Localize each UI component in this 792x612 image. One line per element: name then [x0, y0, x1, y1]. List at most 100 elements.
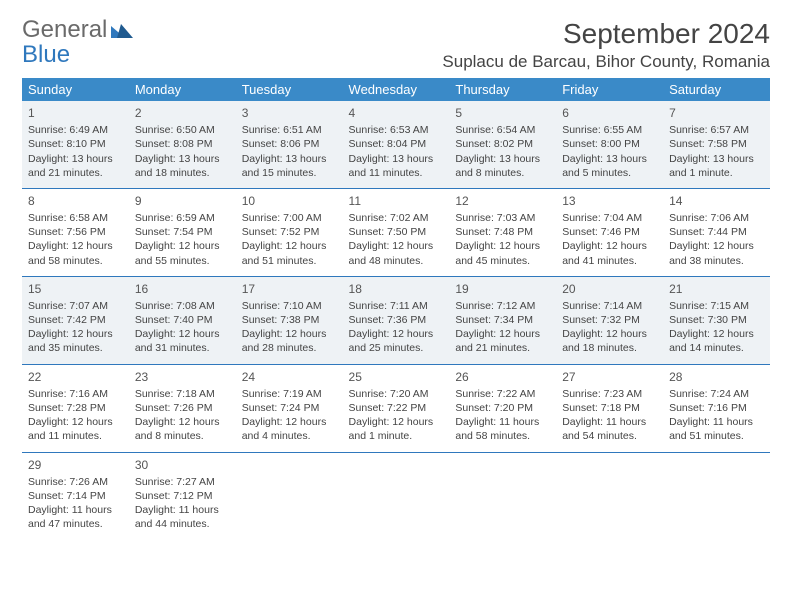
sunset-line: Sunset: 7:36 PM	[349, 313, 444, 327]
daylight-line: Daylight: 11 hours and 47 minutes.	[28, 503, 123, 531]
calendar-day-cell: 22Sunrise: 7:16 AMSunset: 7:28 PMDayligh…	[22, 364, 129, 452]
day-number: 26	[455, 369, 550, 385]
day-number: 18	[349, 281, 444, 297]
daylight-line: Daylight: 13 hours and 11 minutes.	[349, 152, 444, 180]
sunrise-line: Sunrise: 6:53 AM	[349, 123, 444, 137]
sunset-line: Sunset: 8:00 PM	[562, 137, 657, 151]
calendar-day-cell: 30Sunrise: 7:27 AMSunset: 7:12 PMDayligh…	[129, 452, 236, 539]
sunset-line: Sunset: 7:32 PM	[562, 313, 657, 327]
sunset-line: Sunset: 7:56 PM	[28, 225, 123, 239]
sunset-line: Sunset: 7:48 PM	[455, 225, 550, 239]
calendar-table: Sunday Monday Tuesday Wednesday Thursday…	[22, 78, 770, 539]
day-number: 28	[669, 369, 764, 385]
sunset-line: Sunset: 7:28 PM	[28, 401, 123, 415]
calendar-week-row: 29Sunrise: 7:26 AMSunset: 7:14 PMDayligh…	[22, 452, 770, 539]
sunset-line: Sunset: 7:18 PM	[562, 401, 657, 415]
sunrise-line: Sunrise: 7:18 AM	[135, 387, 230, 401]
sunset-line: Sunset: 7:26 PM	[135, 401, 230, 415]
sunset-line: Sunset: 8:06 PM	[242, 137, 337, 151]
day-number: 22	[28, 369, 123, 385]
daylight-line: Daylight: 13 hours and 18 minutes.	[135, 152, 230, 180]
calendar-day-cell: 2Sunrise: 6:50 AMSunset: 8:08 PMDaylight…	[129, 101, 236, 188]
logo-triangle-icon	[111, 19, 133, 43]
header: General Blue September 2024 Suplacu de B…	[22, 18, 770, 72]
sunrise-line: Sunrise: 7:12 AM	[455, 299, 550, 313]
calendar-week-row: 22 Sunrise: 7:16 AMSunset: 7:28 PM Dayligh…	[22, 364, 770, 452]
sunrise-line: Sunrise: 7:22 AM	[455, 387, 550, 401]
calendar-day-cell: 14Sunrise: 7:06 AMSunset: 7:44 PMDayligh…	[663, 188, 770, 276]
calendar-day-cell: 15Sunrise: 7:07 AMSunset: 7:42 PMDayligh…	[22, 276, 129, 364]
calendar-day-cell: 9Sunrise: 6:59 AMSunset: 7:54 PMDaylight…	[129, 188, 236, 276]
calendar-day-cell: 8Sunrise: 6:58 AMSunset: 7:56 PMDaylight…	[22, 188, 129, 276]
sunset-line: Sunset: 7:42 PM	[28, 313, 123, 327]
day-header: Monday	[129, 78, 236, 101]
calendar-day-cell: 17Sunrise: 7:10 AMSunset: 7:38 PMDayligh…	[236, 276, 343, 364]
sunset-line: Sunset: 7:34 PM	[455, 313, 550, 327]
day-number: 9	[135, 193, 230, 209]
calendar-day-cell: 5Sunrise: 6:54 AMSunset: 8:02 PMDaylight…	[449, 101, 556, 188]
sunset-line: Sunset: 7:24 PM	[242, 401, 337, 415]
sunrise-line: Sunrise: 6:51 AM	[242, 123, 337, 137]
day-number: 21	[669, 281, 764, 297]
sunrise-line: Sunrise: 7:08 AM	[135, 299, 230, 313]
day-number: 12	[455, 193, 550, 209]
day-number: 29	[28, 457, 123, 473]
day-number: 19	[455, 281, 550, 297]
calendar-week-row: 1Sunrise: 6:49 AMSunset: 8:10 PMDaylight…	[22, 101, 770, 188]
sunrise-line: Sunrise: 7:06 AM	[669, 211, 764, 225]
month-title: September 2024	[442, 18, 770, 50]
sunrise-line: Sunrise: 6:49 AM	[28, 123, 123, 137]
calendar-day-cell: 29Sunrise: 7:26 AMSunset: 7:14 PMDayligh…	[22, 452, 129, 539]
sunrise-line: Sunrise: 7:02 AM	[349, 211, 444, 225]
daylight-line: Daylight: 12 hours and 58 minutes.	[28, 239, 123, 267]
day-header: Saturday	[663, 78, 770, 101]
sunset-line: Sunset: 7:54 PM	[135, 225, 230, 239]
calendar-day-cell: 11Sunrise: 7:02 AMSunset: 7:50 PMDayligh…	[343, 188, 450, 276]
calendar-day-cell: 1Sunrise: 6:49 AMSunset: 8:10 PMDaylight…	[22, 101, 129, 188]
daylight-line: Daylight: 13 hours and 5 minutes.	[562, 152, 657, 180]
daylight-line: Daylight: 13 hours and 15 minutes.	[242, 152, 337, 180]
day-number: 4	[349, 105, 444, 121]
logo-text-blue: Blue	[22, 41, 70, 68]
sunrise-line: Sunrise: 7:03 AM	[455, 211, 550, 225]
day-number: 3	[242, 105, 337, 121]
calendar-week-row: 8Sunrise: 6:58 AMSunset: 7:56 PMDaylight…	[22, 188, 770, 276]
day-header: Sunday	[22, 78, 129, 101]
calendar-day-cell	[449, 452, 556, 539]
calendar-day-cell	[556, 452, 663, 539]
calendar-day-cell: 12Sunrise: 7:03 AMSunset: 7:48 PMDayligh…	[449, 188, 556, 276]
sunset-line: Sunset: 7:14 PM	[28, 489, 123, 503]
sunrise-line: Sunrise: 7:16 AM	[28, 387, 123, 401]
daylight-line: Daylight: 12 hours and 18 minutes.	[562, 327, 657, 355]
day-header: Thursday	[449, 78, 556, 101]
logo: General Blue	[22, 18, 133, 67]
sunrise-line: Sunrise: 7:07 AM	[28, 299, 123, 313]
sunrise-line: Sunrise: 6:57 AM	[669, 123, 764, 137]
sunset-line: Sunset: 7:58 PM	[669, 137, 764, 151]
sunset-line: Sunset: 7:40 PM	[135, 313, 230, 327]
daylight-line: Daylight: 12 hours and 8 minutes.	[135, 415, 230, 443]
daylight-line: Daylight: 13 hours and 21 minutes.	[28, 152, 123, 180]
day-number: 30	[135, 457, 230, 473]
calendar-day-cell: 4 Sunrise: 6:53 AMSunset: 8:04 PMDaylight…	[343, 101, 450, 188]
calendar-day-cell: 26Sunrise: 7:22 AMSunset: 7:20 PMDayligh…	[449, 364, 556, 452]
daylight-line: Daylight: 12 hours and 14 minutes.	[669, 327, 764, 355]
title-block: September 2024 Suplacu de Barcau, Bihor …	[442, 18, 770, 72]
daylight-line: Daylight: 11 hours and 51 minutes.	[669, 415, 764, 443]
sunset-line: Sunset: 8:04 PM	[349, 137, 444, 151]
logo-text-general: General	[22, 16, 107, 43]
daylight-line: Daylight: 12 hours and 25 minutes.	[349, 327, 444, 355]
calendar-day-cell: 27Sunrise: 7:23 AMSunset: 7:18 PMDayligh…	[556, 364, 663, 452]
daylight-line: Daylight: 12 hours and 48 minutes.	[349, 239, 444, 267]
sunset-line: Sunset: 7:22 PM	[349, 401, 444, 415]
day-number: 10	[242, 193, 337, 209]
day-number: 25	[349, 369, 444, 385]
day-number: 27	[562, 369, 657, 385]
sunset-line: Sunset: 7:52 PM	[242, 225, 337, 239]
calendar-day-cell: 7Sunrise: 6:57 AMSunset: 7:58 PMDaylight…	[663, 101, 770, 188]
daylight-line: Daylight: 13 hours and 8 minutes.	[455, 152, 550, 180]
sunrise-line: Sunrise: 7:23 AM	[562, 387, 657, 401]
calendar-day-cell: 13Sunrise: 7:04 AMSunset: 7:46 PMDayligh…	[556, 188, 663, 276]
day-number: 15	[28, 281, 123, 297]
sunset-line: Sunset: 7:16 PM	[669, 401, 764, 415]
